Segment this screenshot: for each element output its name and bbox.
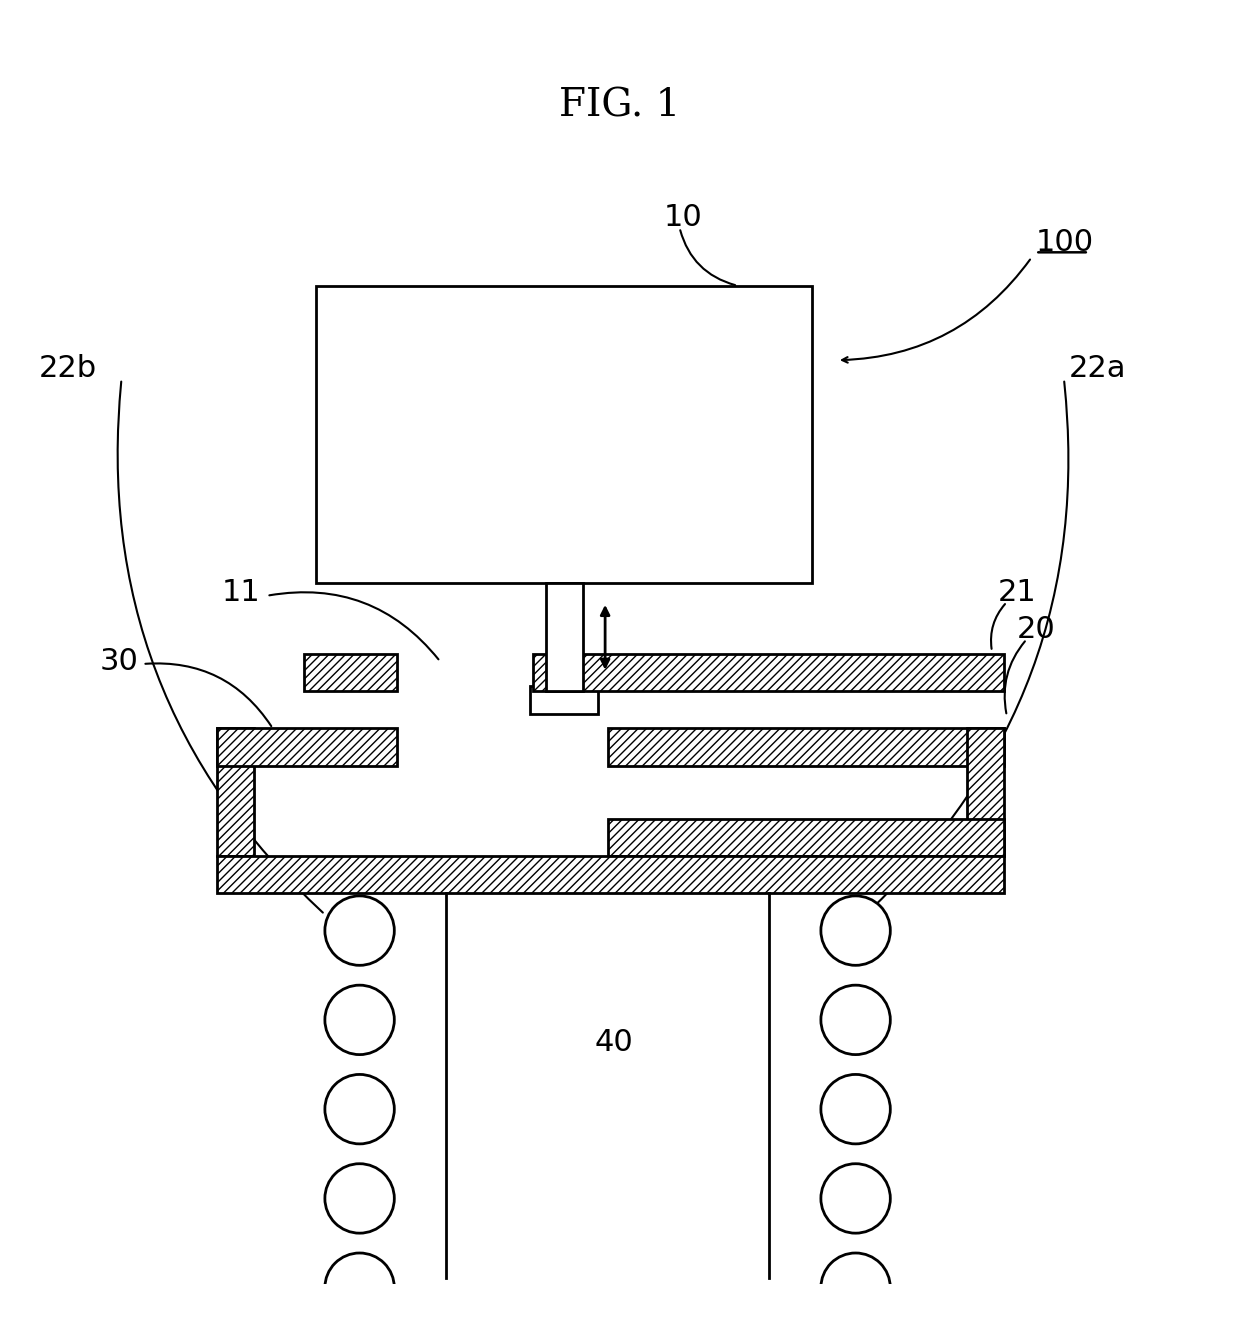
Circle shape — [821, 896, 890, 965]
Bar — [316, 286, 812, 583]
Bar — [608, 819, 1004, 857]
Circle shape — [821, 1254, 890, 1323]
Bar — [546, 583, 583, 692]
Circle shape — [821, 1074, 890, 1143]
Bar — [533, 655, 1004, 692]
Text: 10: 10 — [663, 203, 702, 232]
Text: 21: 21 — [998, 578, 1037, 607]
Text: 40: 40 — [594, 1028, 634, 1057]
Bar — [304, 655, 397, 692]
Text: 100: 100 — [1035, 228, 1094, 256]
Text: 22a: 22a — [1069, 355, 1126, 384]
Circle shape — [325, 1254, 394, 1323]
Text: 30: 30 — [100, 647, 139, 676]
Circle shape — [325, 1074, 394, 1143]
Bar — [608, 729, 1004, 766]
Circle shape — [821, 1163, 890, 1234]
Circle shape — [325, 896, 394, 965]
Text: 11: 11 — [222, 578, 260, 607]
Text: 20: 20 — [1017, 615, 1055, 644]
Circle shape — [325, 985, 394, 1054]
Bar — [217, 857, 1004, 894]
Text: 22b: 22b — [38, 355, 97, 384]
Circle shape — [821, 985, 890, 1054]
Bar — [217, 729, 254, 857]
Bar — [967, 729, 1004, 857]
Bar — [217, 729, 397, 766]
Text: FIG. 1: FIG. 1 — [559, 88, 681, 125]
Bar — [531, 687, 598, 713]
Circle shape — [325, 1163, 394, 1234]
